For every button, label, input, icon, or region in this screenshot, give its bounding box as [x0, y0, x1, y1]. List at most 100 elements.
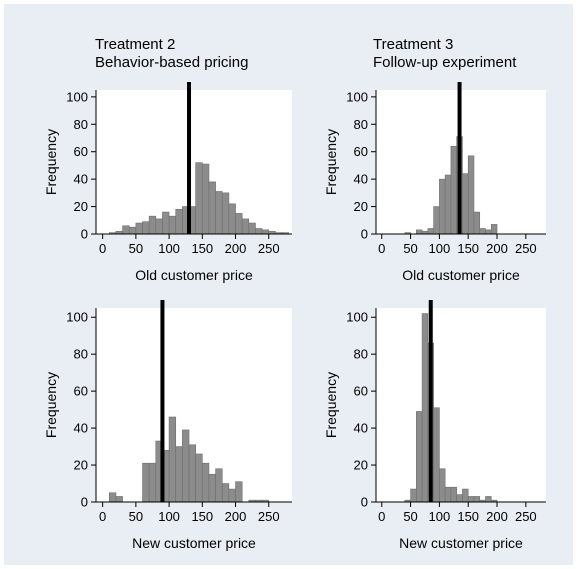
- panel-2-bar-4: [427, 228, 434, 235]
- panel-3-x-tick-label-5: 250: [258, 509, 280, 524]
- panel-2-bar-10: [462, 173, 469, 235]
- panel-1-y-tick-label-1: 20: [74, 199, 88, 214]
- panel-3-bar-15: [208, 473, 216, 503]
- panel-2-x-tick-label-2: 100: [429, 241, 451, 256]
- panel-1-bar-10: [175, 209, 183, 235]
- panel-3-bar-13: [195, 453, 203, 503]
- panel-1-bar-2: [122, 225, 130, 235]
- panel-1-y-tick-label-5: 100: [66, 89, 88, 104]
- panel-2-y-axis-label: Frequency: [323, 129, 339, 195]
- panel-3-x-axis-label: New customer price: [132, 535, 256, 551]
- panel-1-y-tick-label-3: 60: [74, 144, 88, 159]
- panel-3-x-tick-label-0: 0: [99, 509, 106, 524]
- panel-3-x-tick-label-2: 100: [158, 509, 180, 524]
- panel-4-bar-7: [444, 486, 452, 503]
- panel-1-y-tick-label-2: 40: [74, 172, 88, 187]
- panel-1-bar-6: [148, 215, 157, 235]
- panel-1-x-tick-label-3: 150: [191, 241, 213, 256]
- panel-4-bar-6: [439, 468, 446, 503]
- panel-2-x-tick-label-0: 0: [378, 241, 385, 256]
- panel-2-bar-2: [416, 229, 423, 235]
- panel-2-y-tick-label-3: 60: [354, 144, 368, 159]
- panel-4-x-tick-label-1: 50: [403, 509, 417, 524]
- panel-1-bar-3: [128, 226, 137, 235]
- panel-1-x-tick-label-5: 250: [258, 241, 280, 256]
- panel-2-bar-11: [467, 155, 475, 235]
- panel-3-y-tick-label-3: 60: [74, 384, 88, 399]
- panel-1-y-tick-label-0: 0: [81, 227, 88, 242]
- panel-1-bar-7: [155, 218, 163, 235]
- panel-4-bar-5: [433, 407, 440, 503]
- panel-3-x-tick-label-3: 150: [191, 509, 213, 524]
- panel-2-x-tick-label-1: 50: [403, 241, 417, 256]
- panel-4-y-tick-label-2: 40: [354, 421, 368, 436]
- panel-4-bar-9: [456, 494, 463, 503]
- panel-4-x-tick-label-2: 100: [429, 509, 451, 524]
- panel-2-x-tick-label-5: 250: [515, 241, 537, 256]
- panel-1-y-tick-label-4: 80: [74, 117, 88, 132]
- panel-3-bar-12: [188, 444, 196, 503]
- panel-1-x-tick-label-1: 50: [129, 241, 143, 256]
- panel-3-bar-16: [215, 468, 223, 503]
- panel-3-bar-0: [108, 492, 117, 503]
- panel-1-bar-15: [208, 181, 216, 235]
- panel-3-x-tick-label-4: 200: [225, 509, 247, 524]
- panel-2-y-tick-label-0: 0: [361, 227, 368, 242]
- panel-2-bar-8: [450, 145, 457, 235]
- panel-3-bar-17: [221, 483, 230, 503]
- panel-4-bar-12: [473, 496, 481, 503]
- figure: Treatment 2 Behavior-based pricing Treat…: [4, 4, 573, 565]
- panel-1-bar-21: [248, 222, 256, 235]
- panel-1-x-tick-label-4: 200: [225, 241, 247, 256]
- panel-3-bar-1: [115, 496, 123, 503]
- panel-2-bar-13: [479, 228, 486, 235]
- panel-2-title-line-1: Treatment 3: [373, 36, 454, 53]
- panel-2-bar-12: [473, 211, 481, 235]
- panel-1-bar-18: [228, 203, 236, 235]
- panel-2-chart: 0 20 40 60 80 100 0 50 100 150 200 250 Old customer …: [323, 82, 546, 283]
- panel-2-bar-14: [485, 229, 492, 235]
- panel-4-y-tick-label-1: 20: [354, 458, 368, 473]
- panel-4-x-tick-label-5: 250: [515, 509, 537, 524]
- panel-1-x-tick-label-2: 100: [158, 241, 180, 256]
- panel-1-x-axis-label: Old customer price: [135, 267, 253, 283]
- panel-1-x-tick-label-0: 0: [99, 241, 106, 256]
- panel-4-y-tick-label-0: 0: [361, 495, 368, 510]
- panel-3-x-tick-label-1: 50: [129, 509, 143, 524]
- panel-1-title-line-1: Treatment 2: [95, 36, 176, 53]
- panel-1-bar-17: [221, 192, 230, 235]
- panel-4-chart: 0 20 40 60 80 100 0 50 100 150 200 250 New customer …: [323, 300, 546, 551]
- panel-1-bar-22: [255, 228, 263, 235]
- panel-3-y-axis-label: Frequency: [43, 372, 59, 438]
- panel-3-bar-11: [182, 429, 190, 503]
- panel-3-y-tick-label-0: 0: [81, 495, 88, 510]
- panel-2-y-tick-label-5: 100: [346, 89, 368, 104]
- panel-4-bar-11: [467, 496, 475, 503]
- panel-1-title-line-2: Behavior-based pricing: [95, 54, 249, 71]
- panel-3-bar-5: [142, 462, 150, 503]
- panel-1-bar-19: [235, 213, 243, 235]
- panel-1-bar-4: [135, 222, 143, 235]
- panel-3-y-tick-label-2: 40: [74, 421, 88, 436]
- panel-2-y-tick-label-2: 40: [354, 172, 368, 187]
- panel-4-bar-1: [410, 488, 417, 503]
- panel-4-bar-10: [462, 488, 469, 503]
- panel-4-x-tick-label-4: 200: [486, 509, 508, 524]
- panel-2-y-tick-label-1: 20: [354, 199, 368, 214]
- panel-4-y-tick-label-5: 100: [346, 310, 368, 325]
- panel-1-bar-16: [215, 191, 223, 235]
- panel-2-x-axis-label: Old customer price: [402, 267, 520, 283]
- panel-3-y-tick-label-5: 100: [66, 310, 88, 325]
- panel-3-bar-9: [168, 416, 177, 503]
- panel-2-x-tick-label-4: 200: [486, 241, 508, 256]
- panel-2-bar-5: [433, 206, 440, 235]
- panel-3-bar-14: [202, 462, 210, 503]
- panel-1-bar-9: [168, 215, 177, 235]
- panel-1-bar-13: [195, 162, 203, 235]
- panel-3-y-tick-label-4: 80: [74, 347, 88, 362]
- panel-1-bar-14: [202, 163, 210, 235]
- panel-2-bar-15: [490, 224, 498, 235]
- panel-1-bar-20: [241, 218, 250, 235]
- panel-4-plot-area: [376, 308, 546, 502]
